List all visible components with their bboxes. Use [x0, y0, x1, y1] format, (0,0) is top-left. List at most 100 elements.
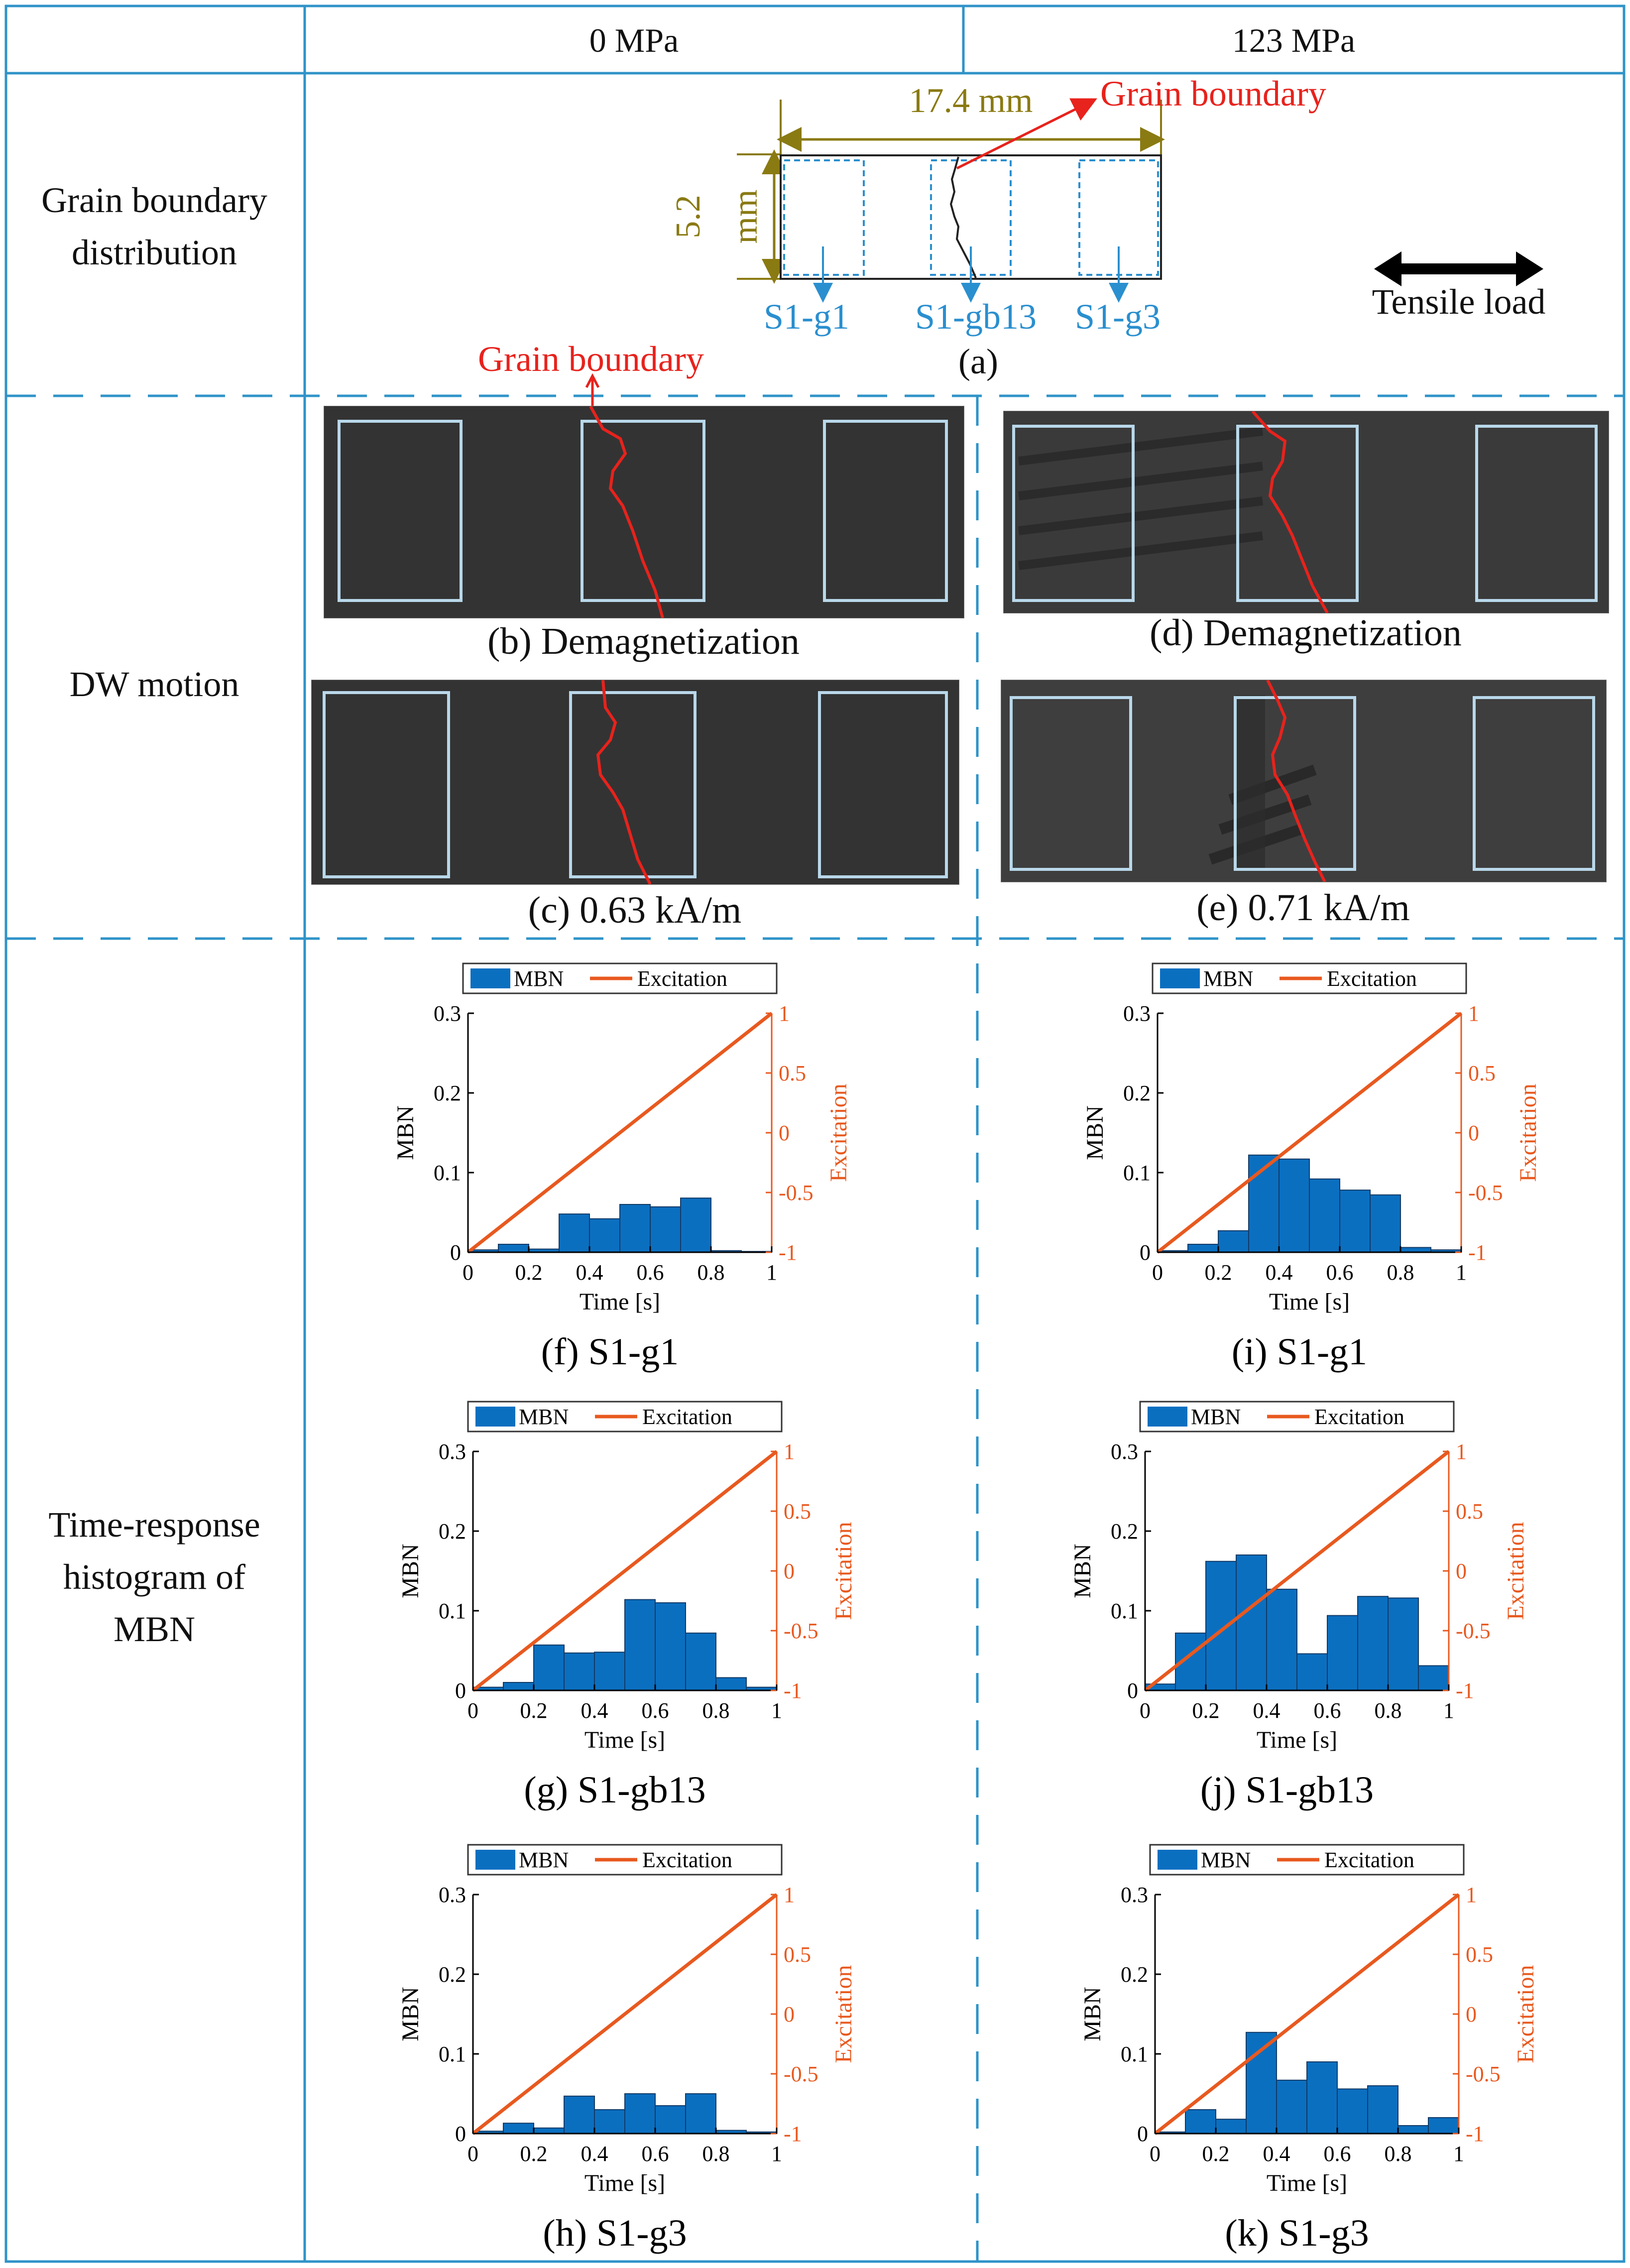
- bar-1: [503, 2123, 534, 2135]
- gb-arrow-label: Grain boundary: [1100, 75, 1326, 114]
- x-tick-3: 0.6: [642, 1698, 669, 1723]
- excitation-line: [471, 1893, 778, 2135]
- x-tick-1: 0.2: [1205, 1260, 1232, 1285]
- header-123mpa: 123 MPa: [1232, 21, 1356, 59]
- y-tick-1: 0.1: [439, 2042, 466, 2066]
- x-tick-2: 0.4: [1266, 1260, 1293, 1285]
- region-label-gb13: S1-gb13: [915, 297, 1037, 337]
- region-label-g1: S1-g1: [764, 297, 849, 337]
- legend-excitation: Excitation: [642, 1405, 732, 1429]
- y2-label: Excitation: [1503, 1522, 1529, 1620]
- x-tick-3: 0.6: [1314, 1698, 1341, 1723]
- dw-box-e-1: [1010, 696, 1132, 871]
- legend-mbn: MBN: [1203, 966, 1253, 991]
- bar-4: [594, 1652, 625, 1691]
- y-tick-3: 0.3: [439, 1883, 466, 1907]
- row-label-grain-boundary: Grain boundary distribution: [5, 174, 304, 279]
- chart-g: MBN Excitation 0 0.1 0.2 0.3 -1 -0.5 0 0.5 1 0 0.2 0.…: [397, 1401, 857, 1811]
- legend-mbn: MBN: [1201, 1848, 1251, 1872]
- excitation-line: [1144, 1450, 1450, 1692]
- y-tick-1: 0.1: [439, 1599, 466, 1623]
- y-label: MBN: [1082, 1105, 1108, 1160]
- y-tick-3: 0.3: [439, 1439, 466, 1464]
- y2-tick-3: 0.5: [784, 1942, 811, 1967]
- legend-mbn: MBN: [1191, 1405, 1241, 1429]
- x-tick-4: 0.8: [1385, 2142, 1412, 2166]
- y-label: MBN: [397, 1987, 424, 2041]
- legend: MBN Excitation: [1152, 962, 1467, 994]
- dw-box-b-2: [581, 420, 705, 602]
- y-label: MBN: [392, 1105, 419, 1160]
- y-tick-2: 0.2: [1111, 1519, 1138, 1544]
- dw-boundary-e: [1266, 680, 1326, 882]
- row-label-histogram: Time-response histogram of MBN: [5, 1499, 304, 1656]
- legend: MBN Excitation: [1149, 1844, 1465, 1876]
- tensile-load-arrow-icon: [1374, 251, 1543, 286]
- y-tick-1: 0.1: [1111, 1599, 1138, 1623]
- y2-tick-0: -1: [784, 2122, 802, 2146]
- x-tick-0: 0: [1150, 2142, 1161, 2166]
- y2-tick-2: 0: [1466, 2002, 1477, 2027]
- y2-tick-0: -1: [779, 1240, 797, 1265]
- dw-box-b-1: [338, 420, 463, 602]
- y2-tick-4: 1: [784, 1439, 795, 1464]
- bar-7: [685, 1632, 716, 1691]
- bar-4: [589, 1218, 620, 1253]
- chart-caption: (h) S1-g3: [543, 2212, 687, 2254]
- bar-5: [1306, 2061, 1338, 2134]
- x-tick-2: 0.4: [1263, 2142, 1290, 2166]
- bar-3: [1246, 2031, 1277, 2134]
- y-tick-0: 0: [455, 1678, 466, 1703]
- legend-mbn: MBN: [519, 1405, 569, 1429]
- x-tick-1: 0.2: [1202, 2142, 1230, 2166]
- excitation-line: [1154, 1893, 1460, 2135]
- bar-1: [1187, 1244, 1219, 1253]
- y2-tick-4: 1: [1466, 1883, 1477, 1907]
- x-tick-5: 1: [771, 1698, 782, 1723]
- legend-bar-swatch: [1158, 1850, 1197, 1870]
- x-label: Time [s]: [580, 1289, 660, 1315]
- dw-box-e-3: [1473, 696, 1595, 871]
- excitation-line: [471, 1450, 778, 1692]
- y2-tick-2: 0: [779, 1121, 790, 1145]
- bar-6: [655, 2105, 686, 2134]
- dw-caption-e: (e) 0.71 kA/m: [1196, 887, 1410, 929]
- x-tick-1: 0.2: [520, 2142, 548, 2166]
- y-tick-2: 0.2: [1123, 1081, 1151, 1105]
- legend: MBN Excitation: [467, 1844, 783, 1876]
- y-tick-3: 0.3: [1123, 1001, 1151, 1026]
- legend-box: [1139, 1401, 1455, 1432]
- bar-7: [1357, 1596, 1389, 1691]
- x-tick-4: 0.8: [702, 2142, 730, 2166]
- y2-label: Excitation: [825, 1083, 852, 1182]
- excitation-line: [466, 1012, 773, 1254]
- x-tick-3: 0.6: [637, 1260, 664, 1285]
- dw-image-b: [324, 406, 964, 618]
- chart-caption: (i) S1-g1: [1232, 1331, 1367, 1373]
- legend-bar-swatch: [475, 1850, 515, 1870]
- x-tick-3: 0.6: [642, 2142, 669, 2166]
- y-tick-1: 0.1: [1123, 1161, 1151, 1185]
- x-tick-0: 0: [467, 1698, 478, 1723]
- dw-box-c-1: [323, 691, 450, 878]
- row-label-dw-motion-text: DW motion: [69, 664, 239, 704]
- legend-bar-swatch: [475, 1407, 515, 1427]
- x-label: Time [s]: [584, 1727, 665, 1753]
- y2-tick-2: 0: [1456, 1559, 1467, 1583]
- x-tick-5: 1: [766, 1260, 777, 1285]
- y2-tick-1: -0.5: [1466, 2062, 1501, 2086]
- x-label: Time [s]: [584, 2170, 665, 2196]
- bar-5: [1296, 1653, 1328, 1691]
- y-tick-3: 0.3: [434, 1001, 461, 1026]
- bar-6: [1327, 1615, 1358, 1691]
- y2-tick-4: 1: [779, 1001, 790, 1026]
- x-label: Time [s]: [1269, 1289, 1350, 1315]
- y2-tick-1: -0.5: [1468, 1181, 1503, 1205]
- legend-excitation: Excitation: [637, 966, 727, 991]
- y-tick-0: 0: [1140, 1240, 1151, 1265]
- bar-4: [594, 2109, 625, 2134]
- bar-2: [533, 2127, 565, 2134]
- chart-f: MBN Excitation 0 0.1 0.2 0.3 -1 -0.5 0 0.5 1 0 0.2 0.…: [392, 962, 852, 1373]
- chart-caption: (f) S1-g1: [541, 1331, 679, 1373]
- bar-6: [655, 1602, 686, 1691]
